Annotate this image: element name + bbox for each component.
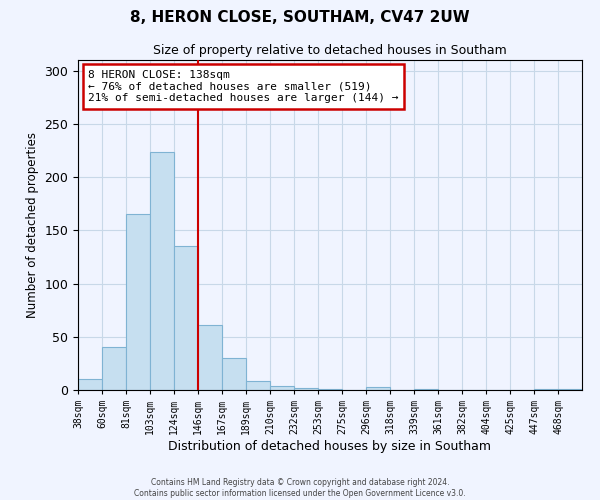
Bar	[366, 387, 390, 390]
Bar	[414, 389, 438, 390]
Bar	[150, 152, 174, 390]
Y-axis label: Number of detached properties: Number of detached properties	[26, 132, 39, 318]
Bar	[294, 388, 318, 390]
Text: 8 HERON CLOSE: 138sqm
← 76% of detached houses are smaller (519)
21% of semi-det: 8 HERON CLOSE: 138sqm ← 76% of detached …	[88, 70, 398, 103]
Bar	[174, 246, 198, 390]
Bar	[126, 214, 150, 390]
Bar	[198, 325, 222, 390]
Bar	[534, 389, 558, 390]
Bar	[318, 389, 342, 390]
Bar	[102, 348, 126, 390]
Bar	[558, 389, 582, 390]
Bar	[78, 380, 102, 390]
Bar	[222, 358, 246, 390]
Bar	[246, 382, 270, 390]
X-axis label: Distribution of detached houses by size in Southam: Distribution of detached houses by size …	[169, 440, 491, 453]
Bar	[270, 386, 294, 390]
Text: Contains HM Land Registry data © Crown copyright and database right 2024.
Contai: Contains HM Land Registry data © Crown c…	[134, 478, 466, 498]
Text: 8, HERON CLOSE, SOUTHAM, CV47 2UW: 8, HERON CLOSE, SOUTHAM, CV47 2UW	[130, 10, 470, 25]
Title: Size of property relative to detached houses in Southam: Size of property relative to detached ho…	[153, 44, 507, 58]
